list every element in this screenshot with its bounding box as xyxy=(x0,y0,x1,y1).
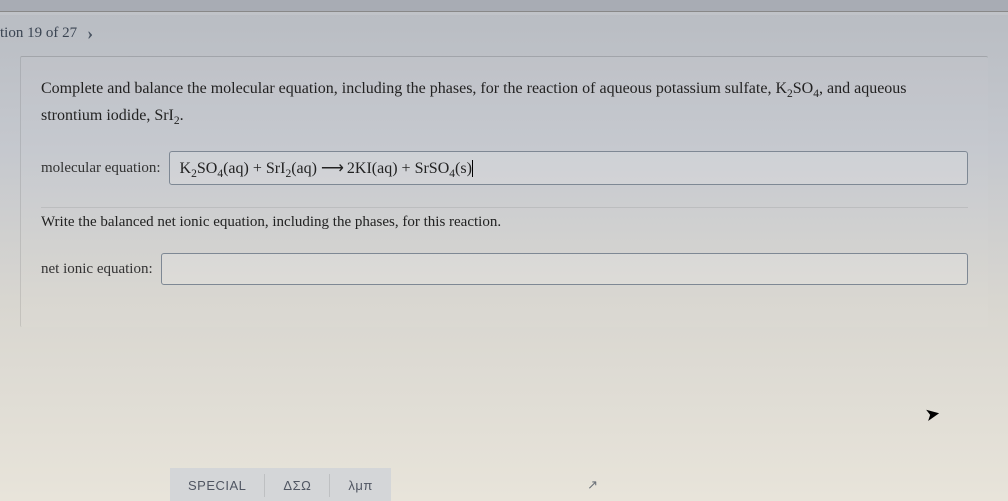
molecular-equation-label: molecular equation: xyxy=(41,160,161,177)
question-counter: tion 19 of 27 xyxy=(0,25,77,42)
cursor-icon: ➤ xyxy=(923,403,942,426)
greek-lower-button[interactable]: λμπ xyxy=(330,474,390,497)
special-chars-button[interactable]: SPECIAL xyxy=(170,474,264,497)
window-top-bar xyxy=(0,0,1008,12)
molecular-equation-row: molecular equation: K2SO4(aq) + SrI2(aq)… xyxy=(41,151,968,185)
net-ionic-equation-label: net ionic equation: xyxy=(41,261,153,278)
equation-toolbar: SPECIAL ΔΣΩ λμπ xyxy=(170,468,391,501)
net-ionic-prompt: Write the balanced net ionic equation, i… xyxy=(41,207,968,231)
net-ionic-equation-row: net ionic equation: xyxy=(41,253,968,285)
net-ionic-equation-input[interactable] xyxy=(161,253,968,285)
question-nav: tion 19 of 27 › xyxy=(0,15,1008,52)
molecular-equation-input[interactable]: K2SO4(aq) + SrI2(aq) ⟶ 2KI(aq) + SrSO4(s… xyxy=(169,151,968,185)
next-question-icon[interactable]: › xyxy=(87,23,93,44)
question-prompt: Complete and balance the molecular equat… xyxy=(41,75,968,129)
greek-upper-button[interactable]: ΔΣΩ xyxy=(265,474,329,497)
resize-handle-icon[interactable]: ↗ xyxy=(587,477,598,493)
molecular-equation-value: K2SO4(aq) + SrI2(aq) ⟶ 2KI(aq) + SrSO4(s… xyxy=(180,158,473,178)
question-card: Complete and balance the molecular equat… xyxy=(20,56,988,327)
